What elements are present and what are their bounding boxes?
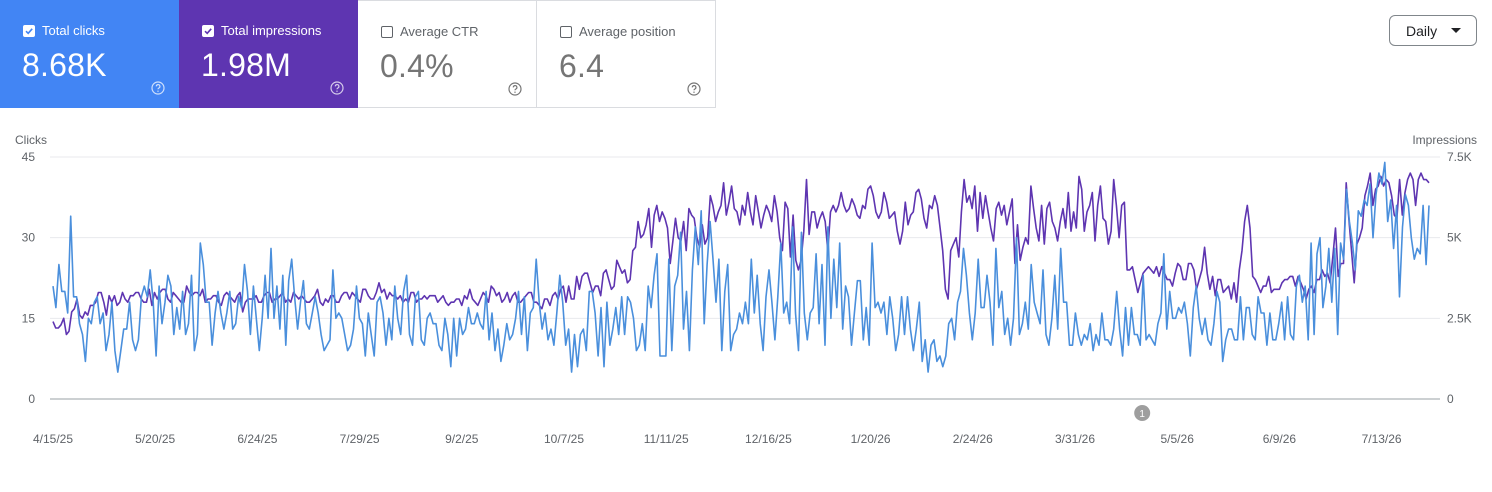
- x-tick-label: 12/16/25: [745, 432, 792, 446]
- period-dropdown[interactable]: Daily: [1389, 15, 1477, 46]
- x-tick-label: 3/31/26: [1055, 432, 1095, 446]
- checkbox-icon[interactable]: [23, 25, 35, 37]
- metric-card-average-position[interactable]: Average position 6.4: [537, 0, 716, 108]
- left-tick-label: 30: [22, 231, 36, 245]
- left-axis-ticks: 0 15 30 45: [22, 150, 36, 406]
- metric-cards: Total clicks 8.68K Total impressions 1.9…: [0, 0, 716, 108]
- metric-card-total-impressions[interactable]: Total impressions 1.98M: [179, 0, 358, 108]
- x-tick-label: 7/29/25: [340, 432, 380, 446]
- metric-value: 0.4%: [380, 48, 454, 84]
- metric-card-total-clicks[interactable]: Total clicks 8.68K: [0, 0, 179, 108]
- x-tick-label: 10/7/25: [544, 432, 584, 446]
- series-line-clicks[interactable]: [52, 161, 1430, 373]
- right-axis-title: Impressions: [1412, 133, 1477, 147]
- right-tick-label: 2.5K: [1447, 311, 1472, 325]
- series-line-impressions[interactable]: [52, 172, 1430, 336]
- x-tick-label: 6/24/25: [237, 432, 277, 446]
- left-axis-title: Clicks: [15, 133, 47, 147]
- right-tick-label: 5K: [1447, 231, 1462, 245]
- metric-label: Total clicks: [42, 23, 105, 38]
- left-tick-label: 45: [22, 150, 36, 164]
- metric-card-average-ctr[interactable]: Average CTR 0.4%: [358, 0, 537, 108]
- x-tick-label: 9/2/25: [445, 432, 479, 446]
- x-tick-label: 2/24/26: [953, 432, 993, 446]
- x-axis-ticks: 4/15/25 5/20/25 6/24/25 7/29/25 9/2/25 10/7/2…: [33, 432, 1402, 446]
- annotation-label: 1: [1139, 409, 1145, 420]
- checkbox-icon[interactable]: [202, 25, 214, 37]
- metric-label: Average CTR: [400, 24, 479, 39]
- x-tick-label: 4/15/25: [33, 432, 73, 446]
- metric-label: Average position: [579, 24, 676, 39]
- help-circle-icon[interactable]: [151, 81, 165, 95]
- metric-value: 8.68K: [22, 47, 107, 83]
- help-circle-icon[interactable]: [330, 81, 344, 95]
- checkbox-icon[interactable]: [381, 26, 393, 38]
- metric-label: Total impressions: [221, 23, 322, 38]
- checkbox-icon[interactable]: [560, 26, 572, 38]
- left-tick-label: 0: [28, 392, 35, 406]
- x-tick-label: 5/5/26: [1161, 432, 1195, 446]
- metric-value: 6.4: [559, 48, 605, 84]
- help-circle-icon[interactable]: [687, 82, 701, 96]
- x-tick-label: 5/20/25: [135, 432, 175, 446]
- right-axis-ticks: 0 2.5K 5K 7.5K: [1447, 150, 1472, 406]
- left-tick-label: 15: [22, 311, 36, 325]
- right-tick-label: 7.5K: [1447, 150, 1472, 164]
- x-tick-label: 6/9/26: [1263, 432, 1297, 446]
- metric-value: 1.98M: [201, 47, 291, 83]
- right-tick-label: 0: [1447, 392, 1454, 406]
- chart-gridlines: [50, 156, 1440, 400]
- period-dropdown-label: Daily: [1406, 22, 1438, 39]
- x-tick-label: 11/11/25: [644, 432, 689, 446]
- chart-lines[interactable]: [52, 161, 1430, 373]
- annotation-marker[interactable]: 1: [1134, 405, 1151, 421]
- x-tick-label: 7/13/26: [1362, 432, 1402, 446]
- caret-down-icon: [1451, 28, 1461, 33]
- x-tick-label: 1/20/26: [851, 432, 891, 446]
- help-circle-icon[interactable]: [508, 82, 522, 96]
